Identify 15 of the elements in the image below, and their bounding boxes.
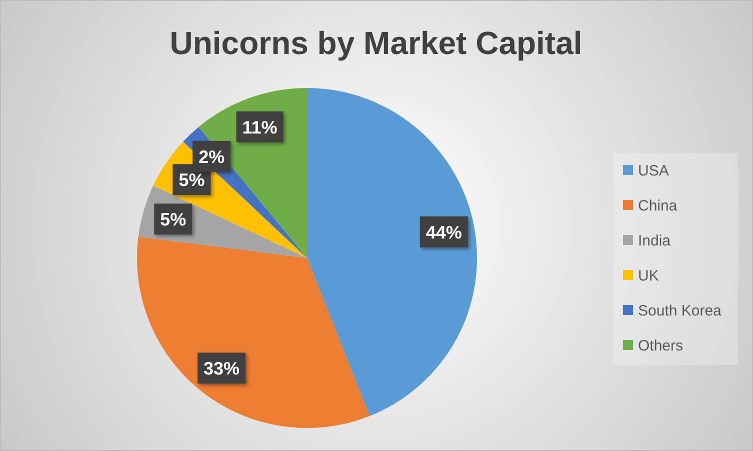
data-label: 2% (198, 146, 225, 167)
legend-label: USA (638, 162, 669, 180)
pie-slice (137, 236, 370, 428)
legend-label: Others (638, 337, 684, 354)
legend-label: India (638, 232, 672, 250)
data-label: 44% (426, 222, 462, 242)
data-label: 5% (178, 170, 205, 190)
data-label: 5% (160, 210, 186, 230)
legend-label: China (638, 197, 678, 214)
pie-slice (307, 88, 477, 416)
legend-label: UK (638, 267, 659, 284)
chart-title: Unicorns by Market Capital (170, 25, 582, 61)
data-label: 11% (242, 117, 278, 138)
legend-label: South Korea (638, 302, 722, 320)
data-label: 33% (204, 358, 240, 379)
